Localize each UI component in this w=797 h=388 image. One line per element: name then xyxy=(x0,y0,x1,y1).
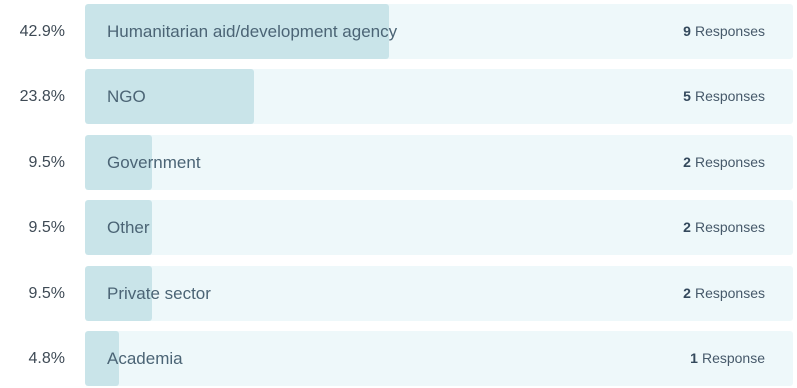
percentage-label: 9.5% xyxy=(28,284,65,302)
percentage-label: 42.9% xyxy=(19,23,65,40)
response-count: 2 Responses xyxy=(683,200,765,255)
count-value: 2 xyxy=(683,153,691,170)
count-suffix: Response xyxy=(701,350,765,366)
count-value: 2 xyxy=(683,284,691,301)
category-label: Private sector xyxy=(107,283,211,303)
count-suffix: Responses xyxy=(694,23,765,39)
response-count: 2 Responses xyxy=(683,266,765,321)
bar xyxy=(85,200,153,256)
category-label: Academia xyxy=(107,349,183,368)
category-label: NGO xyxy=(107,87,146,107)
bar-track: Humanitarian aid/development agency 9 Resp… xyxy=(85,4,793,59)
response-count: 1 Response xyxy=(690,331,765,386)
bar-row: 9.5% Government 2 Responses xyxy=(0,134,797,190)
count-suffix: Responses xyxy=(694,88,765,105)
bar-track: Private sector 2 Responses xyxy=(85,265,793,321)
bar xyxy=(85,134,153,190)
count-value: 2 xyxy=(683,219,691,236)
response-count: 2 Responses xyxy=(683,135,765,190)
bar-track: Government 2 Responses xyxy=(85,134,793,190)
response-count: 9 Responses xyxy=(683,4,765,59)
category-label: Humanitarian aid/development agency xyxy=(107,22,398,41)
category-label: Other xyxy=(107,218,150,238)
count-value: 9 xyxy=(683,23,691,39)
category-label: Government xyxy=(107,152,201,172)
percentage-label: 23.8% xyxy=(19,88,65,106)
bar xyxy=(85,69,254,125)
bar-track: Academia 1 Response xyxy=(85,331,793,386)
count-suffix: Responses xyxy=(694,153,765,170)
bar-row: 9.5% Private sector 2 Responses xyxy=(0,265,797,321)
percentage-label: 4.8% xyxy=(28,350,65,367)
count-value: 5 xyxy=(683,88,691,105)
bar-row: 4.8% Academia 1 Response xyxy=(0,331,797,386)
bar-row: 23.8% NGO 5 Responses xyxy=(0,69,797,125)
bar xyxy=(85,265,153,321)
bar-row: 42.9% Humanitarian aid/development agency… xyxy=(0,4,797,59)
bar-row: 9.5% Other 2 Responses xyxy=(0,200,797,256)
count-suffix: Responses xyxy=(694,284,765,301)
percentage-label: 9.5% xyxy=(28,219,65,237)
bar xyxy=(85,331,119,386)
response-count: 5 Responses xyxy=(683,69,765,124)
count-suffix: Responses xyxy=(694,219,765,236)
percentage-label: 9.5% xyxy=(28,153,65,171)
count-value: 1 xyxy=(690,350,698,366)
bar-track: NGO 5 Responses xyxy=(85,69,793,125)
bar xyxy=(85,4,389,59)
bar-track: Other 2 Responses xyxy=(85,200,793,256)
